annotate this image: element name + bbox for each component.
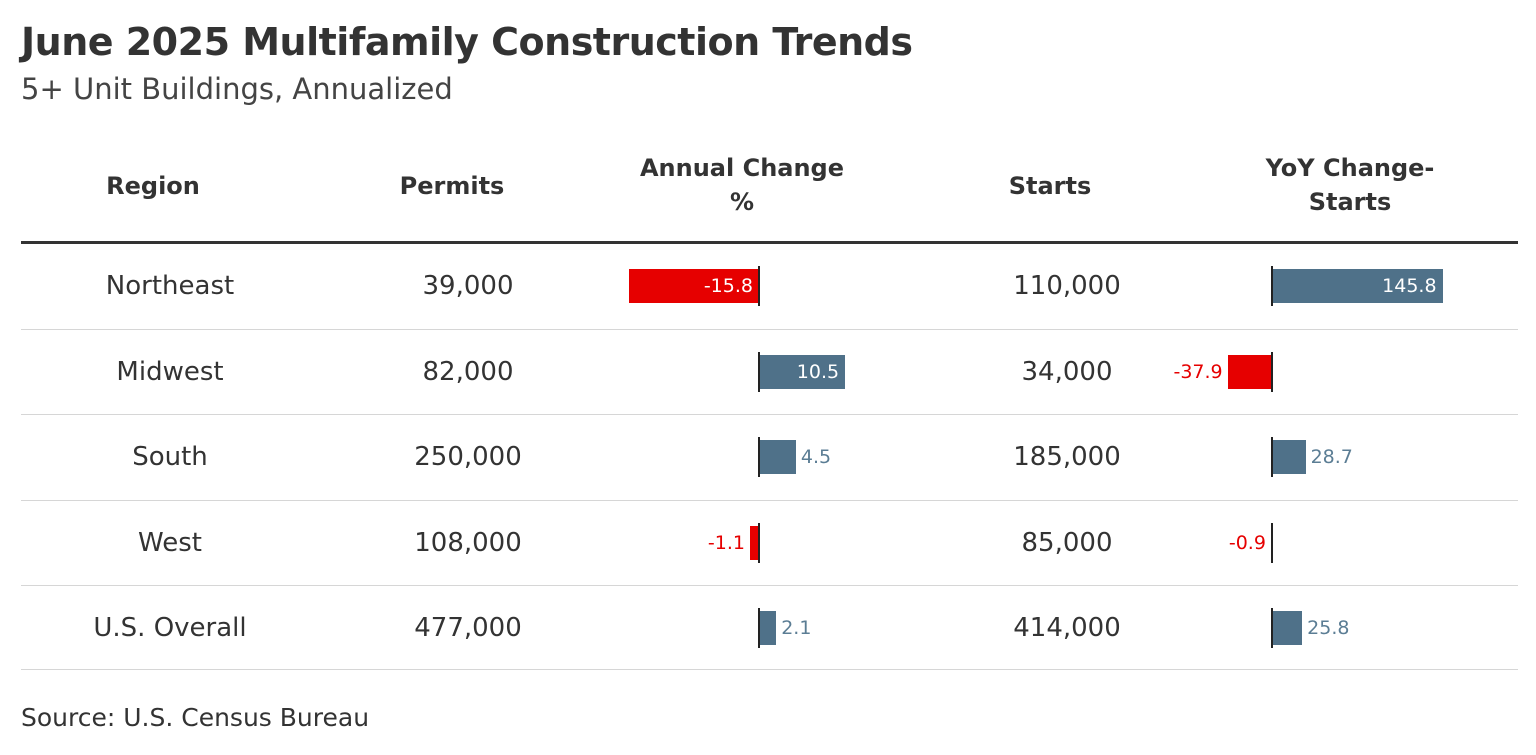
yoy-change-bar [1272, 611, 1303, 645]
annual-change-bar [749, 526, 759, 560]
starts-cell: 110,000 [1013, 271, 1121, 301]
yoy-change-label: 145.8 [1382, 275, 1437, 297]
column-header-annual-change: Annual Change % [639, 154, 845, 216]
row-rule [21, 585, 1518, 586]
yoy-change-axis [1271, 266, 1273, 306]
permits-cell: 477,000 [414, 613, 522, 643]
starts-cell: 185,000 [1013, 442, 1121, 472]
yoy-change-axis [1271, 608, 1273, 648]
row-rule [21, 329, 1518, 330]
annual-change-label: 4.5 [800, 446, 832, 468]
header-rule [21, 241, 1518, 244]
starts-cell: 414,000 [1013, 613, 1121, 643]
region-cell: South [132, 442, 208, 472]
annual-change-label: -1.1 [707, 532, 745, 554]
annual-change-label: 10.5 [796, 361, 840, 383]
row-rule [21, 669, 1518, 670]
annual-change-axis [758, 352, 760, 392]
annual-change-axis [758, 608, 760, 648]
permits-cell: 250,000 [414, 442, 522, 472]
source-note: Source: U.S. Census Bureau [21, 703, 370, 732]
yoy-change-label: 25.8 [1307, 617, 1350, 639]
annual-change-bar [759, 611, 777, 645]
yoy-change-axis [1271, 523, 1273, 563]
permits-cell: 108,000 [414, 528, 522, 558]
yoy-change-label: -37.9 [1173, 361, 1223, 383]
yoy-change-axis [1271, 352, 1273, 392]
annual-change-axis [758, 266, 760, 306]
yoy-change-label: 28.7 [1310, 446, 1353, 468]
yoy-change-bar [1227, 355, 1272, 389]
column-header-permits: Permits [399, 172, 505, 200]
row-rule [21, 500, 1518, 501]
chart-subtitle: 5+ Unit Buildings, Annualized [21, 72, 453, 106]
yoy-change-bar [1272, 269, 1443, 303]
annual-change-bar [629, 269, 759, 303]
yoy-change-bar [1272, 440, 1306, 474]
annual-change-label: -15.8 [703, 275, 753, 297]
row-rule [21, 414, 1518, 415]
annual-change-axis [758, 437, 760, 477]
region-cell: Midwest [116, 357, 224, 387]
permits-cell: 39,000 [422, 271, 514, 301]
region-cell: U.S. Overall [93, 613, 247, 643]
annual-change-bar [759, 355, 846, 389]
yoy-change-axis [1271, 437, 1273, 477]
annual-change-label: 2.1 [781, 617, 812, 639]
chart-title: June 2025 Multifamily Construction Trend… [21, 20, 913, 64]
column-header-starts: Starts [1008, 172, 1092, 200]
column-header-yoy-change-starts: YoY Change-Starts [1265, 154, 1435, 216]
yoy-change-label: -0.9 [1228, 532, 1266, 554]
starts-cell: 34,000 [1021, 357, 1113, 387]
region-cell: Northeast [105, 271, 235, 301]
annual-change-axis [758, 523, 760, 563]
starts-cell: 85,000 [1021, 528, 1113, 558]
region-cell: West [138, 528, 202, 558]
permits-cell: 82,000 [422, 357, 514, 387]
column-header-region: Region [106, 172, 200, 200]
annual-change-bar [759, 440, 796, 474]
